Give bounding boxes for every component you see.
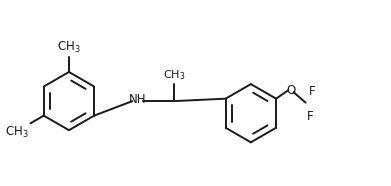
Text: CH$_3$: CH$_3$ [5,125,29,140]
Text: NH: NH [129,93,146,106]
Text: F: F [309,85,316,98]
Text: F: F [307,110,314,123]
Text: O: O [286,84,295,97]
Text: CH$_3$: CH$_3$ [163,69,185,82]
Text: CH$_3$: CH$_3$ [57,40,81,55]
